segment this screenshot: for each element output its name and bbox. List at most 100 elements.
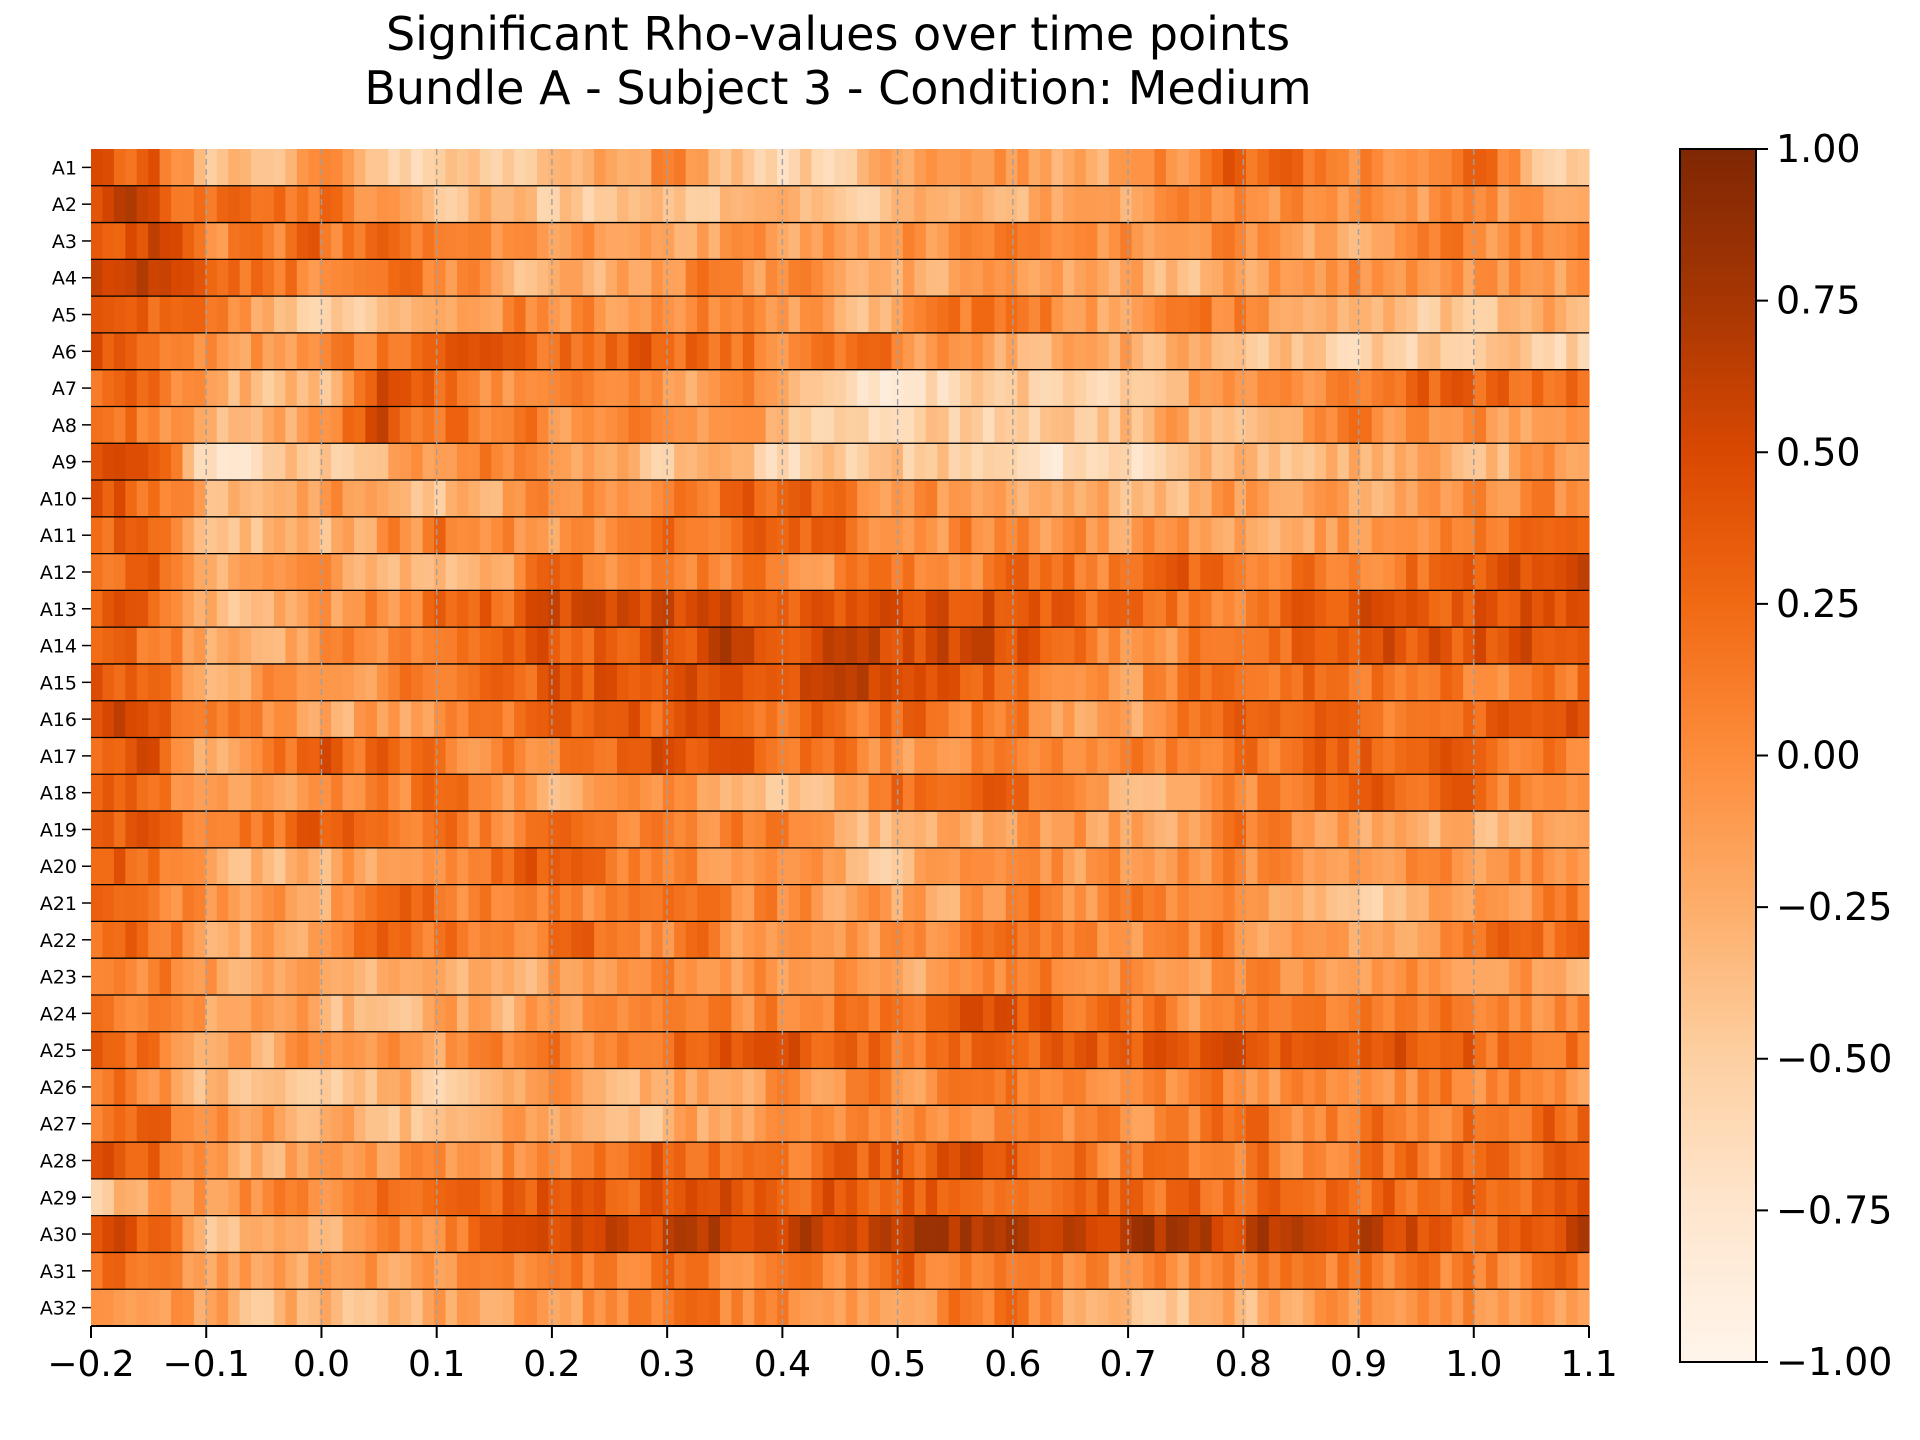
heat-cell bbox=[731, 406, 744, 444]
heat-cell bbox=[1497, 1031, 1510, 1069]
heat-cell bbox=[182, 1031, 195, 1069]
heat-cell bbox=[1005, 1215, 1018, 1253]
heat-cell bbox=[971, 1178, 984, 1217]
heat-cell bbox=[651, 663, 664, 702]
heat-cell bbox=[571, 1178, 584, 1217]
heat-cell bbox=[1223, 443, 1236, 481]
heat-cell bbox=[674, 222, 687, 260]
heat-cell bbox=[205, 627, 218, 665]
heat-cell bbox=[914, 774, 927, 812]
heat-cell bbox=[331, 884, 344, 922]
heat-cell bbox=[125, 149, 138, 187]
heat-cell bbox=[1017, 1289, 1030, 1327]
heat-cell bbox=[1074, 332, 1087, 371]
heat-cell bbox=[411, 443, 424, 481]
heat-cell bbox=[342, 737, 355, 775]
heat-cell bbox=[1314, 847, 1327, 886]
heat-cell bbox=[319, 149, 332, 187]
heat-cell bbox=[822, 516, 835, 554]
heat-cell bbox=[742, 222, 755, 260]
heat-cell bbox=[1234, 259, 1247, 297]
heat-cell bbox=[731, 811, 744, 849]
heat-cell bbox=[456, 1068, 469, 1106]
heat-cell bbox=[902, 1068, 915, 1106]
heat-cell bbox=[948, 884, 961, 922]
y-tick-label: A30 bbox=[40, 1224, 77, 1246]
heat-cell bbox=[262, 994, 275, 1033]
heat-cell bbox=[514, 1105, 527, 1143]
heat-cell bbox=[205, 921, 218, 959]
heat-cell bbox=[960, 663, 973, 702]
heat-cell bbox=[536, 443, 550, 481]
heat-cell bbox=[1348, 369, 1361, 407]
heat-cell bbox=[708, 627, 721, 665]
heat-cell bbox=[1463, 590, 1476, 628]
heat-cell bbox=[719, 222, 732, 260]
heat-cell bbox=[319, 590, 332, 628]
heat-cell bbox=[1497, 185, 1510, 223]
heat-cell bbox=[1417, 149, 1430, 187]
heat-cell bbox=[628, 627, 641, 665]
heat-cell bbox=[331, 369, 344, 407]
heat-cell bbox=[582, 185, 595, 223]
heat-cell bbox=[434, 553, 447, 591]
heat-cell bbox=[1234, 222, 1247, 260]
heat-cell bbox=[845, 332, 858, 371]
heat-cell bbox=[777, 590, 790, 628]
heat-cell bbox=[617, 1178, 630, 1217]
heat-cell bbox=[845, 1178, 858, 1217]
heat-cell bbox=[216, 369, 229, 407]
x-tick-label: 0.4 bbox=[754, 1344, 811, 1385]
heat-cell bbox=[1451, 958, 1464, 996]
heat-cell bbox=[617, 1215, 630, 1253]
heat-cell bbox=[479, 700, 492, 738]
heat-cell bbox=[1474, 1289, 1487, 1327]
heat-cell bbox=[1428, 259, 1441, 297]
heat-cell bbox=[1074, 149, 1087, 187]
heat-cell bbox=[1531, 737, 1544, 775]
heat-cell bbox=[1143, 663, 1156, 702]
heat-cell bbox=[674, 1289, 687, 1327]
heat-cell bbox=[788, 811, 801, 849]
heat-cell bbox=[216, 185, 229, 223]
heat-cell bbox=[628, 369, 641, 407]
heat-cell bbox=[697, 185, 710, 223]
heat-cell bbox=[1394, 1178, 1407, 1217]
heat-cell bbox=[456, 811, 469, 849]
heat-cell bbox=[148, 259, 161, 297]
heat-cell bbox=[788, 259, 801, 297]
heat-cell bbox=[1085, 406, 1098, 444]
heat-cell bbox=[1463, 553, 1476, 591]
heat-cell bbox=[639, 222, 652, 260]
heat-cell bbox=[159, 700, 172, 738]
heat-cell bbox=[514, 737, 527, 775]
heat-cell bbox=[1223, 1252, 1236, 1290]
heat-cell bbox=[1131, 737, 1144, 775]
heat-cell bbox=[411, 1068, 424, 1106]
heat-cell bbox=[1314, 1068, 1327, 1106]
heat-cell bbox=[239, 663, 252, 702]
heat-cell bbox=[685, 1068, 698, 1106]
heat-cell bbox=[880, 1105, 893, 1143]
heat-cell bbox=[765, 847, 778, 886]
heat-cell bbox=[1268, 1031, 1281, 1069]
heat-cell bbox=[960, 1178, 973, 1217]
heat-cell bbox=[697, 516, 710, 554]
heat-cell bbox=[1085, 958, 1098, 996]
heat-cell bbox=[1040, 332, 1053, 371]
heat-cell bbox=[1245, 884, 1258, 922]
heat-cell bbox=[548, 1031, 561, 1069]
heat-cell bbox=[1543, 994, 1556, 1033]
heat-cell bbox=[1165, 1289, 1178, 1327]
heat-cell bbox=[1406, 921, 1419, 959]
heat-cell bbox=[1211, 663, 1224, 702]
heat-cell bbox=[971, 774, 984, 812]
heat-cell bbox=[960, 700, 973, 738]
colorbar-tick-label: 0.00 bbox=[1776, 734, 1861, 778]
heat-cell bbox=[514, 958, 527, 996]
heat-cell bbox=[765, 1031, 778, 1069]
heat-cell bbox=[125, 369, 138, 407]
heat-cell bbox=[285, 369, 298, 407]
heat-cell bbox=[742, 663, 755, 702]
heat-cell bbox=[1154, 222, 1167, 260]
